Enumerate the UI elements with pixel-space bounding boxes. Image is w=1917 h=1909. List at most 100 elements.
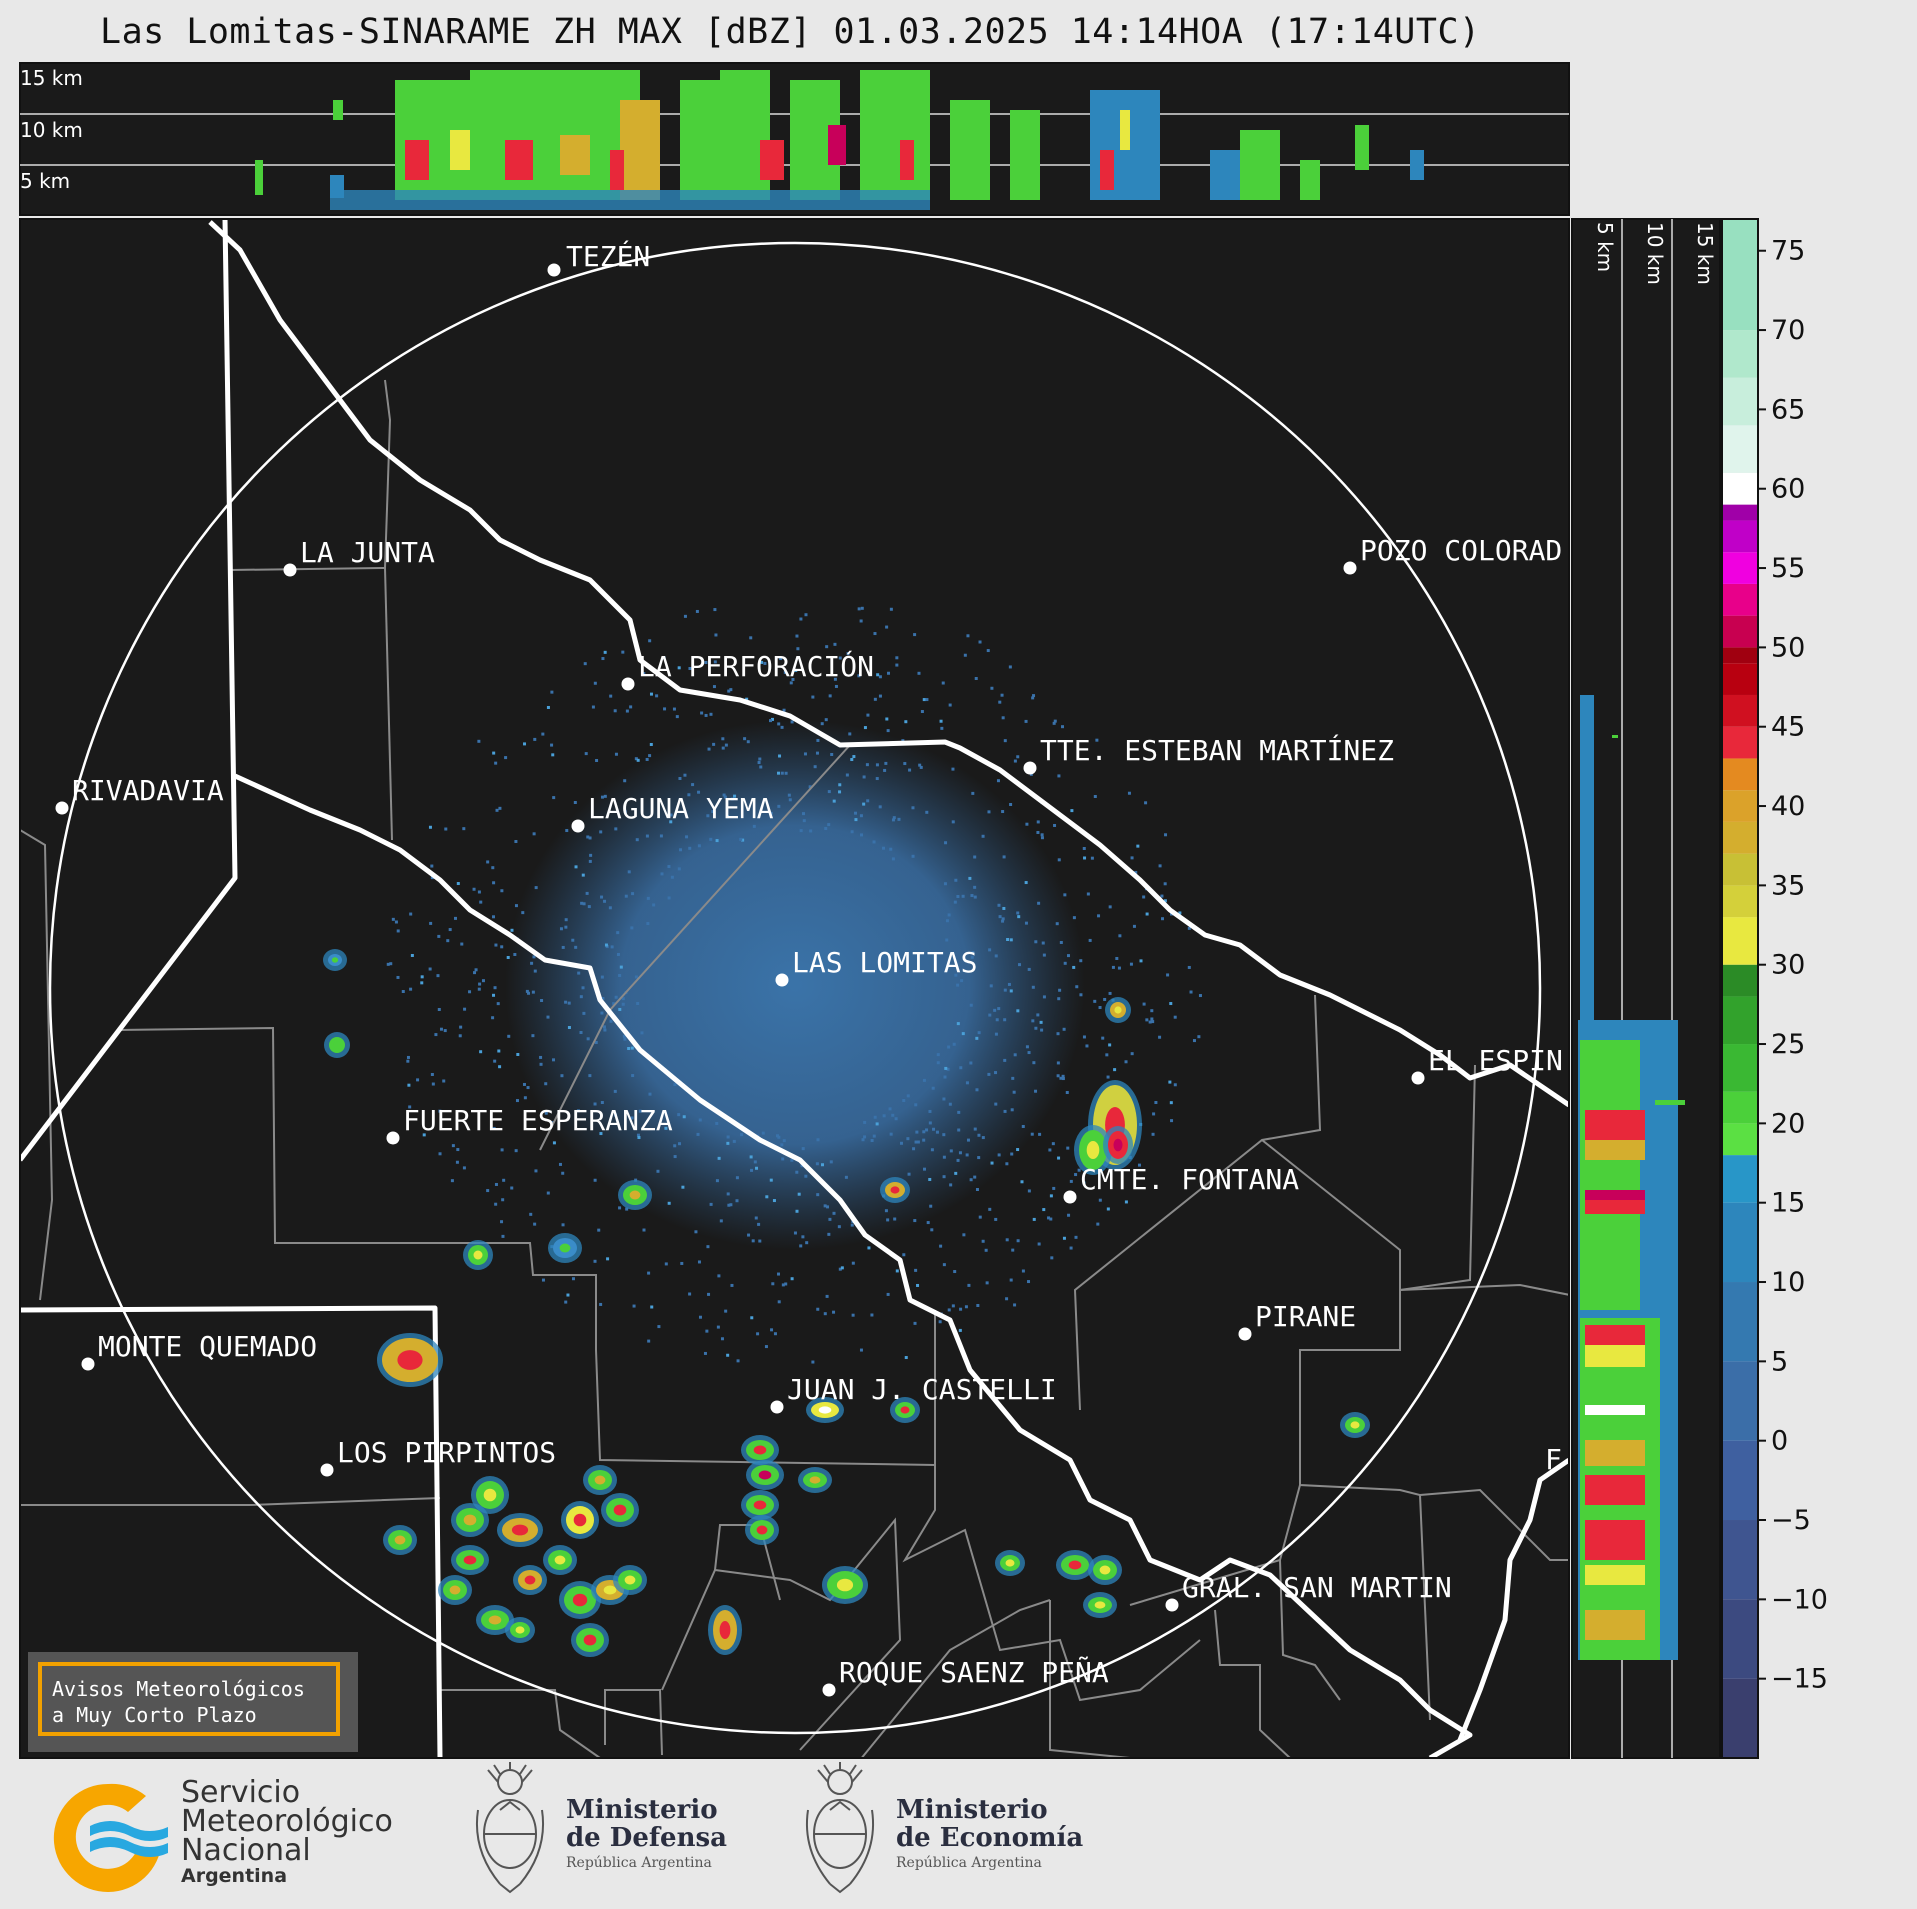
speckle-pixel <box>966 1138 970 1142</box>
speckle-pixel <box>726 815 730 819</box>
top-alt-label-15: 15 km <box>20 66 83 90</box>
cell-core <box>603 1585 617 1595</box>
top-echo-column <box>860 70 930 200</box>
speckle-pixel <box>479 900 483 904</box>
speckle-pixel <box>623 810 627 814</box>
speckle-pixel <box>876 673 880 677</box>
speckle-pixel <box>479 1050 483 1054</box>
speckle-pixel <box>583 662 587 666</box>
speckle-pixel <box>434 1033 438 1037</box>
speckle-pixel <box>431 1082 435 1086</box>
speckle-pixel <box>919 765 923 769</box>
cell-core <box>890 1186 900 1194</box>
speckle-pixel <box>586 835 590 839</box>
speckle-pixel <box>1008 665 1012 669</box>
speckle-pixel <box>704 661 708 665</box>
speckle-pixel <box>652 903 656 907</box>
warning-box[interactable]: Avisos Meteorológicos a Muy Corto Plazo <box>28 1652 358 1752</box>
speckle-pixel <box>987 810 991 814</box>
defensa-line-1: Ministerio <box>566 1795 718 1825</box>
speckle-pixel <box>838 656 842 660</box>
speckle-pixel <box>561 945 565 949</box>
speckle-pixel <box>1058 988 1062 992</box>
speckle-pixel <box>672 707 676 711</box>
warning-box-inner[interactable]: Avisos Meteorológicos a Muy Corto Plazo <box>38 1662 340 1736</box>
speckle-pixel <box>664 1126 668 1130</box>
speckle-pixel <box>463 1007 467 1011</box>
top-echo-core <box>900 140 914 180</box>
speckle-pixel <box>752 824 756 828</box>
speckle-pixel <box>887 671 891 675</box>
speckle-pixel <box>850 830 854 834</box>
speckle-pixel <box>638 1109 642 1113</box>
speckle-pixel <box>751 1239 755 1243</box>
speckle-pixel <box>740 1133 744 1137</box>
speckle-pixel <box>477 739 481 743</box>
speckle-pixel <box>585 891 589 895</box>
speckle-pixel <box>492 881 496 885</box>
speckle-pixel <box>930 1148 934 1152</box>
speckle-pixel <box>970 955 974 959</box>
speckle-pixel <box>1003 988 1007 992</box>
side-echo-band <box>1655 1100 1685 1105</box>
speckle-pixel <box>931 1086 935 1090</box>
side-echo-core <box>1585 1440 1645 1466</box>
colorbar-segment <box>1722 1520 1758 1600</box>
speckle-pixel <box>757 761 761 765</box>
speckle-pixel <box>872 840 876 844</box>
speckle-pixel <box>1037 901 1041 905</box>
city-label: POZO COLORAD <box>1360 534 1562 567</box>
speckle-pixel <box>948 703 952 707</box>
speckle-pixel <box>1098 1198 1102 1202</box>
speckle-pixel <box>1021 1124 1025 1128</box>
speckle-pixel <box>875 777 879 781</box>
speckle-pixel <box>770 717 774 721</box>
colorbar-segment <box>1722 917 1758 965</box>
speckle-pixel <box>567 1026 571 1030</box>
speckle-pixel <box>765 1195 769 1199</box>
speckle-pixel <box>975 1036 979 1040</box>
cell-core <box>613 1504 627 1516</box>
speckle-pixel <box>706 814 710 818</box>
speckle-pixel <box>460 942 464 946</box>
speckle-pixel <box>659 834 663 838</box>
speckle-pixel <box>977 1156 981 1160</box>
speckle-pixel <box>618 1206 622 1210</box>
speckle-pixel <box>1057 1156 1061 1160</box>
speckle-pixel <box>486 1189 490 1193</box>
speckle-pixel <box>588 1074 592 1078</box>
speckle-pixel <box>981 834 985 838</box>
speckle-pixel <box>958 1151 962 1155</box>
speckle-pixel <box>420 975 424 979</box>
speckle-pixel <box>815 751 819 755</box>
speckle-pixel <box>872 1134 876 1138</box>
speckle-pixel <box>859 619 863 623</box>
speckle-pixel <box>932 1127 936 1131</box>
speckle-pixel <box>1056 1032 1060 1036</box>
speckle-pixel <box>1025 822 1029 826</box>
speckle-pixel <box>478 982 482 986</box>
speckle-pixel <box>780 771 784 775</box>
speckle-pixel <box>577 971 581 975</box>
speckle-pixel <box>552 1141 556 1145</box>
speckle-pixel <box>892 816 896 820</box>
speckle-pixel <box>804 1174 808 1178</box>
speckle-pixel <box>997 1153 1001 1157</box>
speckle-pixel <box>825 1294 829 1298</box>
speckle-pixel <box>953 1270 957 1274</box>
speckle-pixel <box>796 647 800 651</box>
city-label: GRAL. SAN MARTIN <box>1182 1571 1452 1604</box>
top-echo-core <box>610 150 624 190</box>
speckle-pixel <box>613 1089 617 1093</box>
speckle-pixel <box>667 865 671 869</box>
speckle-pixel <box>1050 1256 1054 1260</box>
speckle-pixel <box>857 674 861 678</box>
speckle-pixel <box>990 1161 994 1165</box>
speckle-pixel <box>698 1118 702 1122</box>
top-echo-core <box>1120 110 1130 150</box>
speckle-pixel <box>828 694 832 698</box>
speckle-pixel <box>942 1155 946 1159</box>
speckle-pixel <box>709 1202 713 1206</box>
speckle-pixel <box>510 928 514 932</box>
speckle-pixel <box>1134 870 1138 874</box>
